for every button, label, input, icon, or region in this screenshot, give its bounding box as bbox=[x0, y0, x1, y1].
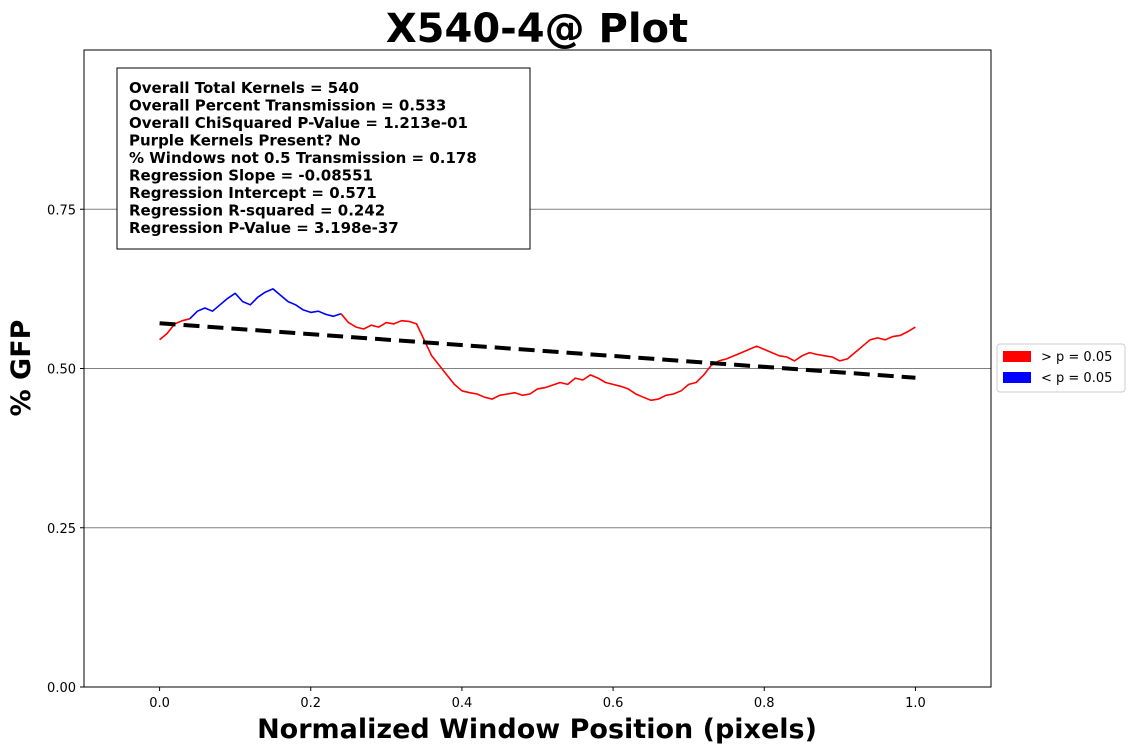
x-tick-label: 0.4 bbox=[452, 696, 473, 711]
x-tick-label: 0.6 bbox=[603, 696, 624, 711]
stats-box: Overall Total Kernels = 540 Overall Perc… bbox=[116, 67, 531, 250]
y-tick-label: 0.50 bbox=[47, 363, 76, 378]
y-axis-label: % GFP bbox=[6, 320, 37, 417]
stats-line: Regression P-Value = 3.198e-37 bbox=[129, 219, 399, 237]
x-axis-ticks: 0.0 0.2 0.4 0.6 0.8 1.0 bbox=[149, 687, 926, 711]
stats-line: Overall ChiSquared P-Value = 1.213e-01 bbox=[129, 114, 468, 132]
x-tick-label: 1.0 bbox=[905, 696, 926, 711]
y-tick-label: 0.00 bbox=[47, 681, 76, 696]
series-line-1 bbox=[189, 288, 342, 320]
y-tick-label: 0.25 bbox=[47, 522, 76, 537]
y-axis-ticks: 0.00 0.25 0.50 0.75 bbox=[47, 203, 84, 696]
legend: > p = 0.05 < p = 0.05 bbox=[996, 343, 1126, 393]
stats-line: Overall Total Kernels = 540 bbox=[129, 79, 359, 97]
stats-line: Regression Slope = -0.08551 bbox=[129, 167, 373, 185]
x-tick-label: 0.2 bbox=[300, 696, 321, 711]
series-line-2 bbox=[340, 313, 916, 402]
x-tick-label: 0.8 bbox=[754, 696, 775, 711]
stats-line: Regression Intercept = 0.571 bbox=[129, 184, 377, 202]
stats-line: Purple Kernels Present? No bbox=[129, 132, 361, 150]
chart-title: X540-4@ Plot bbox=[386, 6, 688, 52]
stats-line: Overall Percent Transmission = 0.533 bbox=[129, 97, 446, 115]
grid-lines bbox=[84, 208, 991, 529]
legend-label: < p = 0.05 bbox=[1041, 371, 1112, 386]
stats-box-frame bbox=[116, 67, 531, 250]
series-lines bbox=[159, 288, 916, 402]
regression-line bbox=[159, 321, 916, 380]
legend-swatch-red bbox=[1003, 351, 1031, 362]
legend-swatch-blue bbox=[1003, 372, 1031, 383]
legend-label: > p = 0.05 bbox=[1041, 350, 1112, 365]
stats-line: % Windows not 0.5 Transmission = 0.178 bbox=[129, 149, 477, 167]
x-axis-label: Normalized Window Position (pixels) bbox=[257, 714, 817, 745]
stats-line: Regression R-squared = 0.242 bbox=[129, 202, 385, 220]
y-tick-label: 0.75 bbox=[47, 203, 76, 218]
x-tick-label: 0.0 bbox=[149, 696, 170, 711]
regression-line-group bbox=[159, 321, 916, 380]
